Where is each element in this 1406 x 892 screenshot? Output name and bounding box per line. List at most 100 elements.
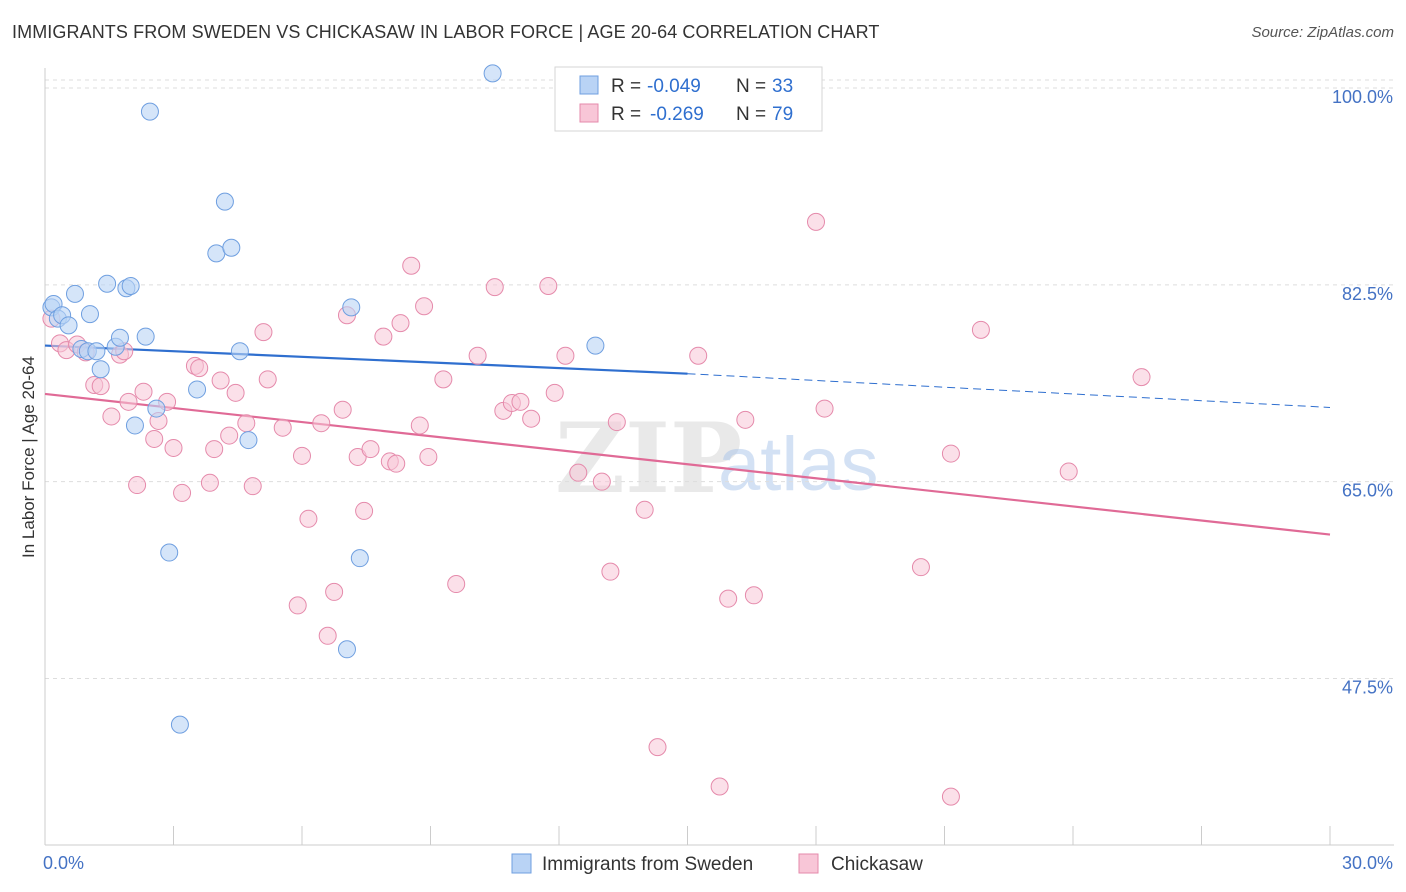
- y-tick-label: 82.5%: [1342, 284, 1393, 304]
- sweden-trend-extension: [687, 373, 1331, 408]
- x-tick-label-end: 30.0%: [1342, 853, 1393, 873]
- axes: [44, 68, 1394, 846]
- sweden-point: [59, 316, 78, 335]
- x-tick-label-start: 0.0%: [43, 853, 84, 873]
- chickasaw-point: [710, 777, 729, 796]
- chickasaw-point: [556, 346, 575, 365]
- legend-r-value-chickasaw: -0.269: [650, 104, 704, 125]
- legend-n-value-chickasaw: 79: [772, 104, 793, 125]
- y-tick-label: 47.5%: [1342, 678, 1393, 698]
- sweden-point: [121, 276, 140, 295]
- chickasaw-point: [205, 440, 224, 459]
- chickasaw-point: [485, 278, 504, 297]
- chickasaw-point: [736, 410, 755, 429]
- legend-n-label-chickasaw: N =: [736, 104, 766, 125]
- y-axis-title: In Labor Force | Age 20-64: [19, 356, 38, 558]
- chickasaw-point: [299, 509, 318, 528]
- chickasaw-point: [237, 414, 256, 433]
- chickasaw-point: [391, 314, 410, 333]
- chickasaw-point: [410, 416, 429, 435]
- sweden-point: [215, 192, 234, 211]
- chickasaw-point: [447, 575, 466, 594]
- bottom-legend-swatch-sweden: [511, 853, 532, 874]
- chickasaw-point: [361, 440, 380, 459]
- chickasaw-point: [648, 738, 667, 757]
- chickasaw-point: [1059, 462, 1078, 481]
- sweden-points: [42, 64, 605, 734]
- chickasaw-point: [719, 589, 738, 608]
- chickasaw-point: [293, 446, 311, 465]
- chickasaw-trend-line: [44, 392, 1331, 536]
- chickasaw-point: [1132, 368, 1151, 387]
- chickasaw-point: [258, 370, 277, 389]
- chickasaw-point: [911, 558, 930, 577]
- stats-legend: R = -0.049 N = 33 R = -0.269 N = 79: [554, 66, 823, 132]
- sweden-point: [65, 284, 84, 303]
- chickasaw-point: [134, 382, 153, 401]
- sweden-point: [147, 399, 166, 418]
- chickasaw-point: [607, 413, 626, 432]
- chickasaw-point: [468, 346, 487, 365]
- bottom-legend-label-sweden: Immigrants from Sweden: [542, 854, 753, 875]
- chickasaw-point: [415, 297, 434, 316]
- sweden-point: [136, 327, 155, 346]
- chickasaw-point: [288, 596, 307, 615]
- chickasaw-point: [941, 444, 960, 463]
- trend-lines: [44, 344, 1331, 536]
- sweden-point: [207, 244, 226, 263]
- sweden-point: [80, 305, 99, 324]
- chickasaw-point: [226, 383, 245, 402]
- chickasaw-point: [807, 212, 825, 231]
- legend-swatch-chickasaw: [579, 103, 599, 123]
- sweden-point: [110, 328, 129, 347]
- sweden-point: [91, 360, 110, 379]
- chickasaw-point: [164, 438, 183, 457]
- watermark-atlas: atlas: [718, 422, 879, 507]
- sweden-point: [230, 342, 249, 361]
- chickasaw-point: [635, 500, 654, 519]
- sweden-point: [342, 298, 361, 317]
- chickasaw-point: [511, 392, 530, 411]
- chickasaw-point: [243, 477, 262, 496]
- sweden-point: [222, 238, 241, 257]
- chickasaw-point: [689, 346, 708, 365]
- chickasaw-point: [119, 392, 138, 411]
- chickasaw-point: [592, 472, 611, 491]
- chickasaw-point: [971, 320, 990, 339]
- sweden-point: [170, 715, 189, 734]
- chart-title: IMMIGRANTS FROM SWEDEN VS CHICKASAW IN L…: [12, 22, 880, 42]
- chickasaw-point: [145, 429, 164, 448]
- sweden-point: [98, 274, 117, 293]
- sweden-trend-line: [44, 344, 688, 375]
- legend-n-value-sweden: 33: [772, 76, 793, 97]
- chickasaw-point: [355, 501, 374, 520]
- chickasaw-points: [42, 212, 1151, 806]
- sweden-point: [140, 102, 159, 121]
- chickasaw-point: [569, 463, 588, 482]
- sweden-point: [160, 543, 179, 562]
- chickasaw-point: [601, 562, 620, 581]
- y-tick-label: 65.0%: [1342, 481, 1393, 501]
- sweden-point: [188, 380, 207, 399]
- legend-n-label-sweden: N =: [736, 76, 766, 97]
- chickasaw-point: [200, 473, 219, 492]
- chickasaw-point: [173, 483, 192, 502]
- chickasaw-point: [402, 256, 421, 275]
- chickasaw-point: [91, 377, 110, 396]
- sweden-point: [125, 416, 144, 435]
- chickasaw-point: [254, 323, 273, 342]
- series-legend: Immigrants from Sweden Chickasaw: [511, 853, 923, 875]
- sweden-point: [586, 336, 605, 355]
- chickasaw-point: [419, 447, 438, 466]
- chickasaw-point: [744, 586, 763, 605]
- chickasaw-point: [220, 426, 239, 445]
- chickasaw-point: [941, 787, 960, 806]
- watermark: ZIP atlas: [555, 402, 879, 515]
- chickasaw-point: [333, 400, 352, 419]
- chickasaw-point: [522, 409, 541, 428]
- sweden-point: [483, 64, 502, 83]
- chickasaw-point: [325, 582, 344, 601]
- bottom-legend-swatch-chickasaw: [798, 853, 819, 874]
- chickasaw-point: [815, 399, 834, 418]
